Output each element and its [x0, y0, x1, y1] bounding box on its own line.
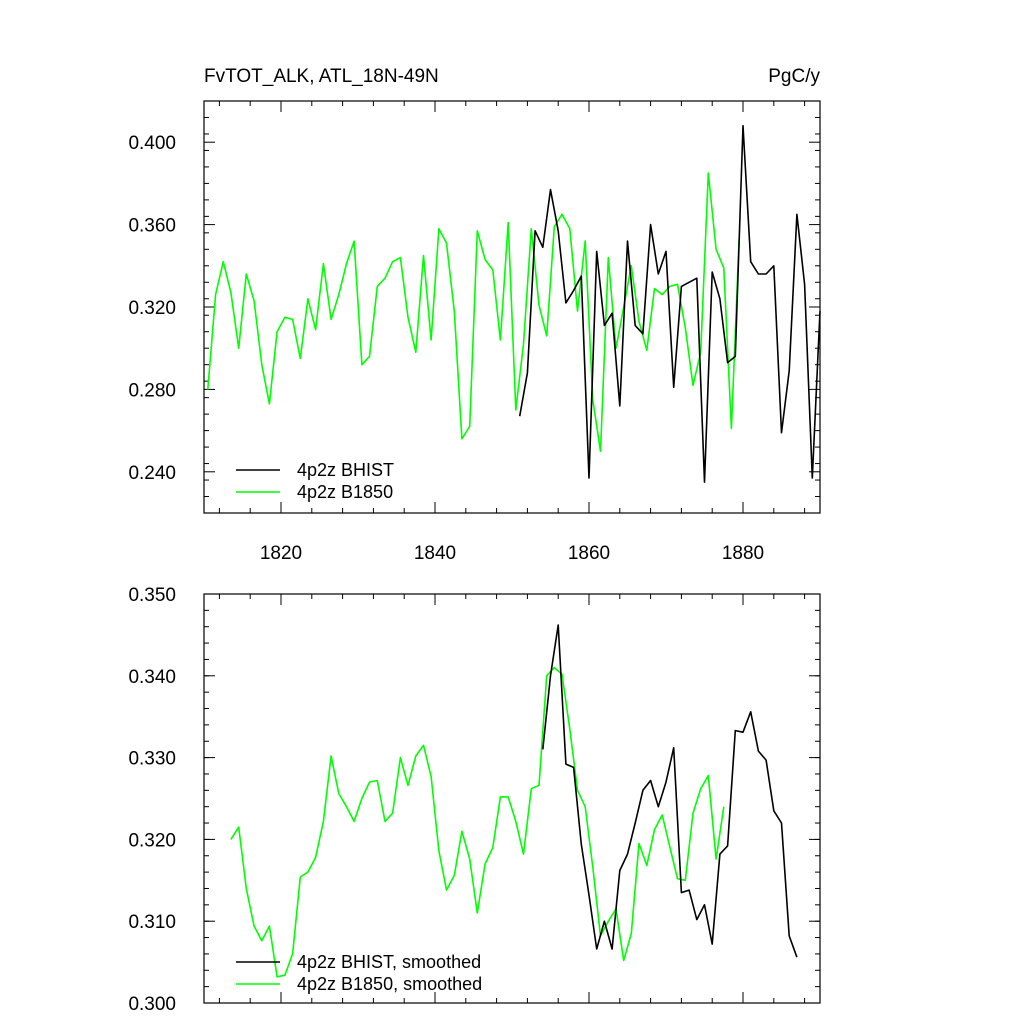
series-line-0 — [518, 124, 821, 483]
y-tick-label: 0.330 — [128, 749, 176, 770]
x-tick-label: 1820 — [260, 543, 302, 564]
y-tick-label: 0.400 — [128, 133, 176, 154]
y-tick-label: 0.360 — [128, 216, 176, 237]
x-tick-label: 1880 — [722, 543, 764, 564]
y-tick-label: 0.240 — [128, 463, 176, 484]
units-label: PgC/y — [768, 66, 820, 87]
bottom-panel: 0.300 0.310 0.320 0.330 0.340 0.350 4p2z BHIST… — [128, 585, 821, 1015]
series-line-1 — [230, 666, 725, 978]
series-line-0 — [542, 624, 798, 958]
y-tick-label: 0.340 — [128, 667, 176, 688]
x-tick-label: 1860 — [568, 543, 610, 564]
legend-label: 4p2z BHIST — [297, 460, 394, 480]
y-tick-label: 0.350 — [128, 585, 176, 606]
chart-title: FvTOT_ALK, ATL_18N-49N — [204, 66, 439, 87]
series-line-1 — [207, 172, 740, 453]
y-tick-label: 0.300 — [128, 994, 176, 1015]
y-tick-label: 0.280 — [128, 380, 176, 401]
y-tick-label: 0.320 — [128, 298, 176, 319]
top-panel: 1820 1840 1860 1880 0.240 0.280 0.320 0.360 0.40… — [128, 100, 821, 564]
legend-label: 4p2z BHIST, smoothed — [297, 952, 481, 972]
legend-label: 4p2z B1850, smoothed — [297, 974, 482, 994]
legend-label: 4p2z B1850 — [297, 482, 393, 502]
x-tick-label: 1840 — [414, 543, 456, 564]
plot-frame — [203, 593, 821, 1004]
y-tick-label: 0.310 — [128, 912, 176, 933]
y-tick-label: 0.320 — [128, 830, 176, 851]
